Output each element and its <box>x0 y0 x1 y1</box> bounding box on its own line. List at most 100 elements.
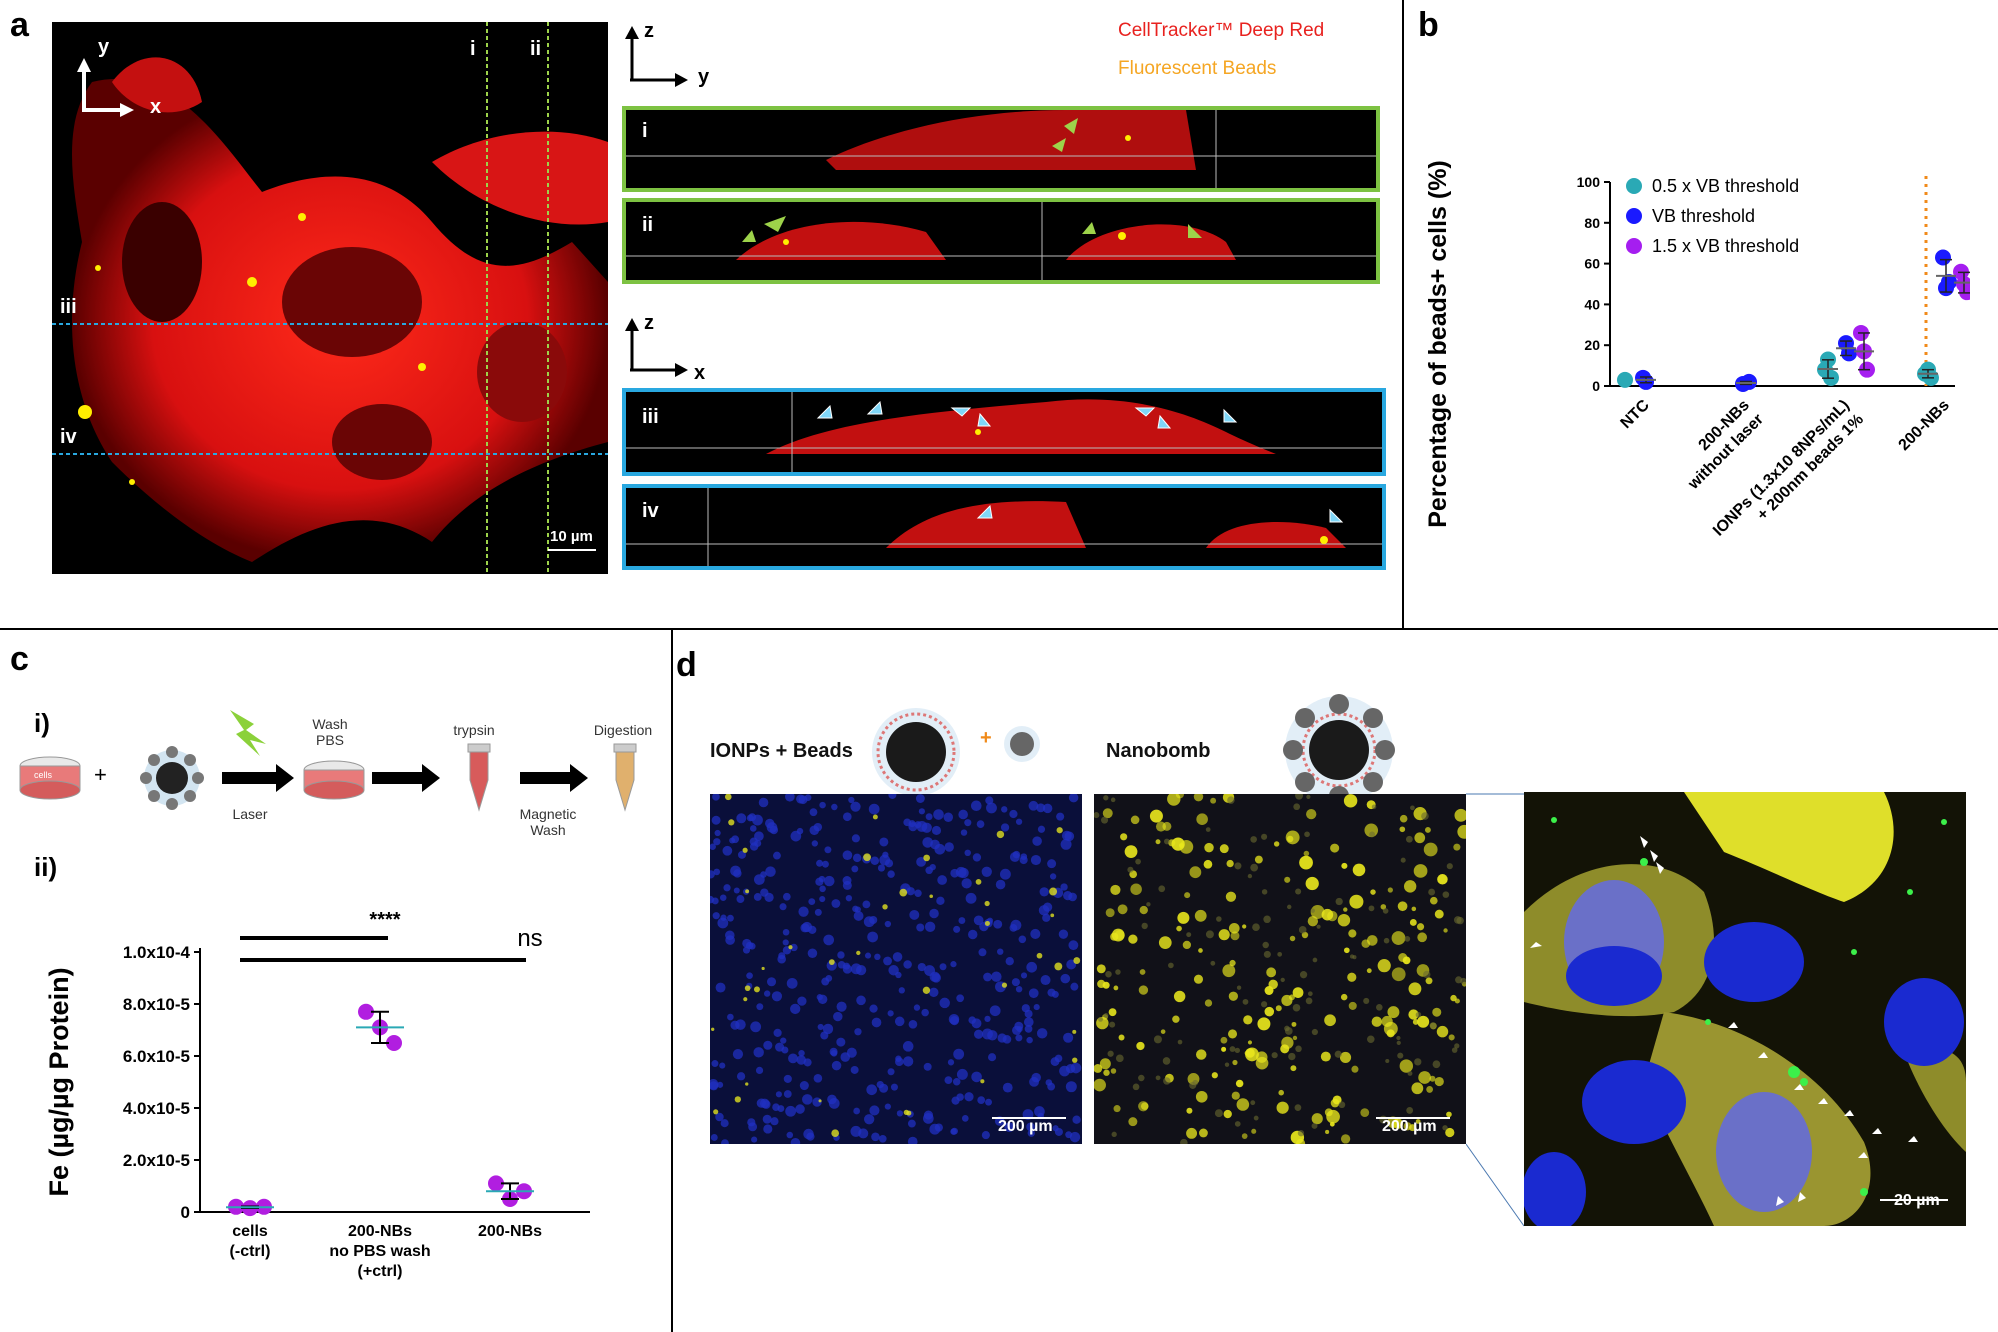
nucleus-dot <box>1028 800 1039 811</box>
bead-signal-dot <box>1162 821 1172 831</box>
y-tick-label: 1.0x10-4 <box>123 943 191 962</box>
subpanel-ii-label: ii) <box>34 852 58 882</box>
nucleus-dot <box>753 893 762 901</box>
nucleus-dot <box>1024 1024 1033 1033</box>
nucleus-dot <box>856 995 866 1006</box>
nucleus-dot <box>1015 818 1023 825</box>
nucleus-dot <box>1002 1082 1013 1093</box>
step-plus: + <box>94 762 107 787</box>
bead-signal-dot <box>1371 1016 1383 1027</box>
nucleus-dot <box>995 879 1006 890</box>
bead-signal-dot <box>1139 905 1148 915</box>
nucleus-dot <box>756 1003 764 1011</box>
cell-signal-dot <box>1363 997 1370 1004</box>
cell-signal-dot <box>1227 796 1235 804</box>
nucleus-dot <box>819 895 826 903</box>
nucleus-dot <box>790 943 798 952</box>
nanobomb-zoom-fluorescence <box>1524 792 1966 1226</box>
nucleus-dot <box>831 1060 842 1071</box>
nucleus-dot <box>850 963 862 975</box>
axis-y-label: y <box>98 36 110 58</box>
bead-signal-dot <box>1340 1134 1351 1144</box>
nucleus-dot <box>842 880 852 890</box>
cell-signal-dot <box>1127 866 1134 873</box>
nucleus-dot <box>864 1114 875 1125</box>
nucleus-dot <box>882 851 889 858</box>
nucleus-dot <box>711 815 721 825</box>
bead-signal-dot <box>1290 1065 1297 1072</box>
nucleus-dot <box>898 987 905 994</box>
nucleus-dot <box>712 912 720 920</box>
bead-signal-dot <box>1226 859 1234 868</box>
bead-signal-dot <box>1324 1108 1333 1117</box>
nucleus-dot <box>895 1055 902 1062</box>
cell-signal-dot <box>1287 904 1292 910</box>
x-category-label: 200-NBs <box>1896 397 1953 454</box>
bead-signal-dot <box>1235 1079 1244 1088</box>
nucleus-dot <box>710 895 715 904</box>
bead-signal-dot <box>745 889 750 894</box>
nucleus-dot <box>831 899 841 908</box>
nanobomb-particle <box>140 746 204 810</box>
bead-signal-dot <box>863 853 871 862</box>
nucleus-dot <box>772 1103 780 1111</box>
nucleus-dot <box>972 853 982 862</box>
bead-signal-dot <box>1347 972 1357 982</box>
bead-signal-dot <box>1305 876 1319 891</box>
bead-signal-dot <box>1105 908 1115 918</box>
nucleus-dot <box>732 1049 744 1060</box>
nanobomb-fluorescence <box>1094 794 1466 1144</box>
nucleus-dot <box>1060 838 1072 850</box>
nucleus-dot <box>887 870 895 878</box>
cell-signal-dot <box>1294 1104 1302 1111</box>
nucleus-dot <box>736 895 745 904</box>
bead-signal-dot <box>1276 1101 1289 1114</box>
nucleus-dot <box>766 977 777 987</box>
bead-signal-dot <box>899 888 908 897</box>
x-category-line: NTC <box>1618 396 1654 432</box>
nucleus-dot <box>879 837 889 847</box>
nucleus-dot <box>780 1037 787 1044</box>
bead-signal-dot <box>745 1082 749 1086</box>
bead-signal-dot <box>1349 894 1364 909</box>
nucleus-dot <box>1036 803 1046 813</box>
nucleus-dot <box>964 849 971 857</box>
nucleus-dot <box>1030 928 1041 940</box>
bead-signal-dot <box>1415 1119 1421 1124</box>
scale-bar-10um: 10 µm <box>550 528 593 545</box>
cell-signal-dot <box>1446 863 1453 870</box>
bead-signal-dot <box>1094 1078 1106 1092</box>
cell-signal-dot <box>1177 1039 1183 1045</box>
cell-signal-dot <box>1261 889 1268 895</box>
nucleus-dot <box>819 885 826 893</box>
nucleus-dot <box>1026 1122 1035 1132</box>
nucleus-dot <box>1023 1017 1034 1027</box>
bead-signal-dot <box>1193 794 1204 802</box>
cell-signal-dot <box>1234 862 1242 870</box>
bead-signal-dot <box>1198 948 1203 953</box>
ionps-beads-fluorescence <box>710 794 1082 1144</box>
nucleus-dot <box>850 801 861 812</box>
yz-slice-ii: ii <box>622 198 1380 284</box>
bead-signal-dot <box>1036 952 1043 959</box>
y-tick-label: 2.0x10-5 <box>123 1151 190 1170</box>
nucleus-dot <box>790 1137 801 1144</box>
bead-signal-dot <box>1310 905 1325 919</box>
nucleus-dot <box>807 948 818 959</box>
bead-signal-dot <box>1416 923 1425 931</box>
bead-signal-dot <box>1399 1059 1414 1073</box>
nucleus-dot <box>817 994 828 1005</box>
bead-signal-dot <box>1184 892 1191 899</box>
bead-signal-dot <box>1099 1058 1111 1070</box>
nucleus-dot <box>1058 929 1069 939</box>
nucleus-dot <box>960 829 968 836</box>
bead-signal-dot <box>1409 919 1417 926</box>
label-ionps-beads: IONPs + Beads <box>710 740 853 762</box>
cell-signal-dot <box>1428 888 1436 896</box>
bead-signal-dot <box>1425 977 1433 985</box>
laser-bolt-icon <box>230 710 266 756</box>
y-tick-label: 80 <box>1584 215 1600 231</box>
nucleus-dot <box>833 1011 843 1022</box>
nucleus-dot <box>1000 823 1010 832</box>
nucleus-dot <box>710 1134 718 1141</box>
